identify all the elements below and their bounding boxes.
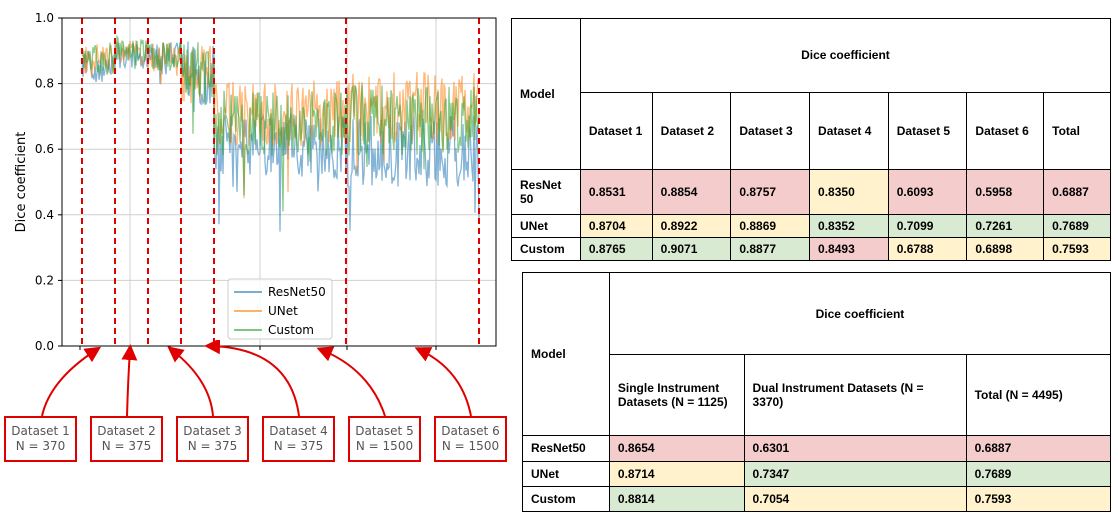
plot-frame: [61, 17, 497, 347]
column-header: Dataset 5: [887, 91, 968, 171]
dataset-label: Dataset 2: [97, 424, 156, 438]
model-name: Custom: [511, 236, 581, 262]
score-cell: 0.6301: [743, 435, 967, 462]
score-cell: 0.7054: [743, 485, 967, 513]
dataset-arrow: [204, 340, 300, 417]
column-header: Dataset 2: [651, 91, 732, 171]
score-cell: 0.6898: [966, 236, 1045, 262]
score-cell: 0.7689: [965, 460, 1112, 487]
column-header: Dataset 1: [579, 91, 653, 171]
score-cell: 0.8854: [651, 169, 732, 215]
column-header: Dataset 4: [809, 91, 889, 171]
y-tick-label: 0.8: [35, 77, 54, 91]
column-header: Dataset 6: [966, 91, 1045, 171]
score-cell: 0.8869: [730, 213, 811, 238]
score-cell: 0.8352: [809, 213, 889, 238]
column-header: Dual Instrument Datasets (N = 3370): [743, 354, 967, 437]
dataset-count: N = 375: [273, 439, 324, 453]
model-name: ResNet50: [522, 435, 610, 462]
summary-table: Model Dice coefficient Single Instrument…: [522, 271, 1112, 513]
score-cell: 0.9071: [651, 236, 732, 262]
score-cell: 0.8350: [809, 169, 889, 215]
column-header: Single Instrument Datasets (N = 1125): [608, 354, 745, 437]
table-row: ResNet50 0.8654 0.6301 0.6887: [522, 435, 1112, 462]
dataset-count: N = 375: [187, 439, 238, 453]
model-header: Model: [522, 271, 610, 437]
score-cell: 0.8877: [730, 236, 811, 262]
score-cell: 0.6788: [887, 236, 968, 262]
dataset-arrow: [41, 346, 102, 417]
legend: ResNet50 UNet Custom: [227, 278, 333, 340]
y-tick-label: 1.0: [35, 11, 54, 25]
score-cell: 0.8814: [608, 485, 745, 513]
table-row: Custom 0.8765 0.9071 0.8877 0.8493 0.6788 0.68…: [511, 236, 1111, 262]
column-header: Total: [1043, 91, 1111, 171]
score-cell: 0.8493: [809, 236, 889, 262]
score-cell: 0.8765: [579, 236, 653, 262]
dataset-arrows: [41, 340, 472, 417]
dataset-count: N = 370: [15, 439, 66, 453]
dataset-arrow: [414, 347, 472, 417]
score-cell: 0.7689: [1043, 213, 1111, 238]
group-header: Dice coefficient: [579, 18, 1112, 93]
score-cell: 0.8757: [730, 169, 811, 215]
y-axis-label: Dice coefficient: [14, 132, 29, 233]
dataset-count: N = 375: [101, 439, 152, 453]
model-name: ResNet 50: [511, 169, 581, 215]
table-row: UNet 0.8704 0.8922 0.8869 0.8352 0.7099 0.7261…: [511, 213, 1111, 238]
score-cell: 0.6093: [887, 169, 968, 215]
model-name: Custom: [522, 485, 610, 513]
score-cell: 0.6887: [965, 435, 1112, 462]
legend-label-resnet50: ResNet50: [268, 285, 326, 299]
score-cell: 0.7099: [887, 213, 968, 238]
y-tick-label: 0.0: [35, 339, 54, 353]
score-cell: 0.8654: [608, 435, 745, 462]
score-cell: 0.8714: [608, 460, 745, 487]
table-row: ResNet 50 0.8531 0.8854 0.8757 0.8350 0.6093 0…: [511, 169, 1111, 215]
dataset-label: Dataset 3: [183, 424, 242, 438]
series-line-unet: [81, 40, 480, 199]
dataset-label: Dataset 5: [355, 424, 414, 438]
score-cell: 0.6887: [1043, 169, 1111, 215]
y-tick-label: 0.2: [35, 273, 54, 287]
score-cell: 0.5958: [966, 169, 1045, 215]
dice-line-chart: 0.0 0.2 0.4 0.6 0.8 1.0 Dice coefficient ResNet…: [14, 11, 497, 353]
legend-label-unet: UNet: [268, 304, 298, 318]
model-name: UNet: [511, 213, 581, 238]
group-header: Dice coefficient: [608, 271, 1112, 356]
per-dataset-table: Model Dice coefficient Dataset 1 Dataset …: [511, 17, 1112, 262]
score-cell: 0.7261: [966, 213, 1045, 238]
table-row: Custom 0.8814 0.7054 0.7593: [522, 485, 1112, 513]
column-header: Total (N = 4495): [965, 354, 1112, 437]
dataset-arrow: [121, 344, 138, 417]
dataset-label: Dataset 6: [441, 424, 500, 438]
score-cell: 0.7593: [1043, 236, 1111, 262]
legend-frame: [227, 278, 333, 340]
legend-label-custom: Custom: [268, 323, 314, 337]
dataset-count: N = 1500: [355, 439, 414, 453]
dataset-label: Dataset 1: [11, 424, 70, 438]
score-cell: 0.7593: [965, 485, 1112, 513]
score-cell: 0.7347: [743, 460, 967, 487]
dataset-label: Dataset 4: [269, 424, 328, 438]
model-name: UNet: [522, 460, 610, 487]
y-tick-label: 0.6: [35, 142, 54, 156]
table-row: UNet 0.8714 0.7347 0.7689: [522, 460, 1112, 487]
dataset-arrow: [167, 346, 214, 417]
score-cell: 0.8531: [579, 169, 653, 215]
model-header: Model: [511, 17, 581, 171]
y-tick-label: 0.4: [35, 208, 54, 222]
dataset-count: N = 1500: [441, 439, 500, 453]
score-cell: 0.8704: [579, 213, 653, 238]
dataset-arrow: [316, 346, 386, 417]
score-cell: 0.8922: [651, 213, 732, 238]
column-header: Dataset 3: [730, 91, 811, 171]
